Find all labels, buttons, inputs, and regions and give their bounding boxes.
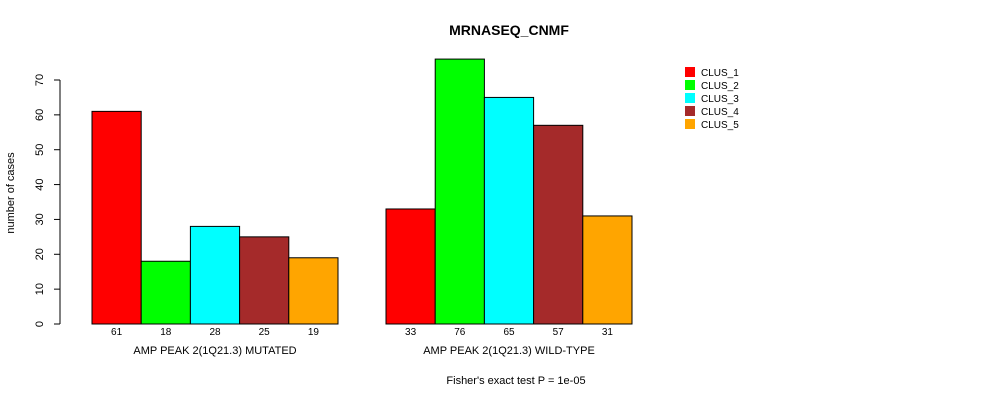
bar — [385, 208, 436, 325]
legend-swatch — [685, 119, 695, 129]
legend-swatch — [685, 106, 695, 116]
bar — [288, 257, 339, 325]
y-axis: 0 10 20 30 40 50 60 70 — [34, 74, 61, 327]
y-tick-label: 60 — [34, 109, 46, 121]
y-tick-label: 50 — [34, 144, 46, 156]
legend-label: CLUS_2 — [701, 81, 739, 92]
legend-label: CLUS_3 — [701, 94, 739, 105]
bar-count-label: 19 — [308, 327, 320, 338]
y-tick-label: 10 — [34, 283, 46, 295]
value-labels-layer: 61 18 28 25 19 33 76 65 57 31 — [111, 327, 613, 338]
y-tick-label: 0 — [34, 321, 46, 327]
bar — [483, 96, 535, 325]
bar-count-label: 33 — [405, 327, 417, 338]
chart-title: MRNASEQ_CNMF — [449, 22, 569, 38]
legend-swatch — [685, 93, 695, 103]
y-tick-label: 20 — [34, 248, 46, 260]
bar-count-label: 76 — [454, 327, 466, 338]
bar-count-label: 31 — [602, 327, 614, 338]
group-label: AMP PEAK 2(1Q21.3) MUTATED — [133, 345, 296, 357]
fisher-test-annotation: Fisher's exact test P = 1e-05 — [446, 375, 585, 387]
legend-label: CLUS_5 — [701, 120, 739, 131]
bar — [140, 260, 191, 325]
legend-swatch — [685, 67, 695, 77]
bar-count-label: 57 — [553, 327, 565, 338]
y-tick-label: 30 — [34, 213, 46, 225]
bar — [434, 58, 485, 325]
bar — [533, 124, 584, 325]
bar — [91, 110, 142, 325]
y-tick-label: 70 — [34, 74, 46, 86]
bar-count-label: 28 — [209, 327, 221, 338]
group-labels-layer: AMP PEAK 2(1Q21.3) MUTATED AMP PEAK 2(1Q2… — [133, 345, 594, 357]
group-label: AMP PEAK 2(1Q21.3) WILD-TYPE — [423, 345, 595, 357]
bar — [189, 225, 241, 325]
legend-swatch — [685, 80, 695, 90]
bar — [239, 236, 290, 325]
bar — [582, 215, 633, 325]
legend: CLUS_1 CLUS_2 CLUS_3 CLUS_4 CLUS_5 — [685, 67, 739, 131]
y-axis-label: number of cases — [5, 152, 17, 234]
bar-count-label: 65 — [503, 327, 515, 338]
y-tick-label: 40 — [34, 178, 46, 190]
bar-count-label: 61 — [111, 327, 123, 338]
bar-count-label: 25 — [259, 327, 271, 338]
legend-label: CLUS_1 — [701, 68, 739, 79]
bars-layer — [91, 58, 633, 325]
legend-label: CLUS_4 — [701, 107, 739, 118]
bar-count-label: 18 — [160, 327, 172, 338]
